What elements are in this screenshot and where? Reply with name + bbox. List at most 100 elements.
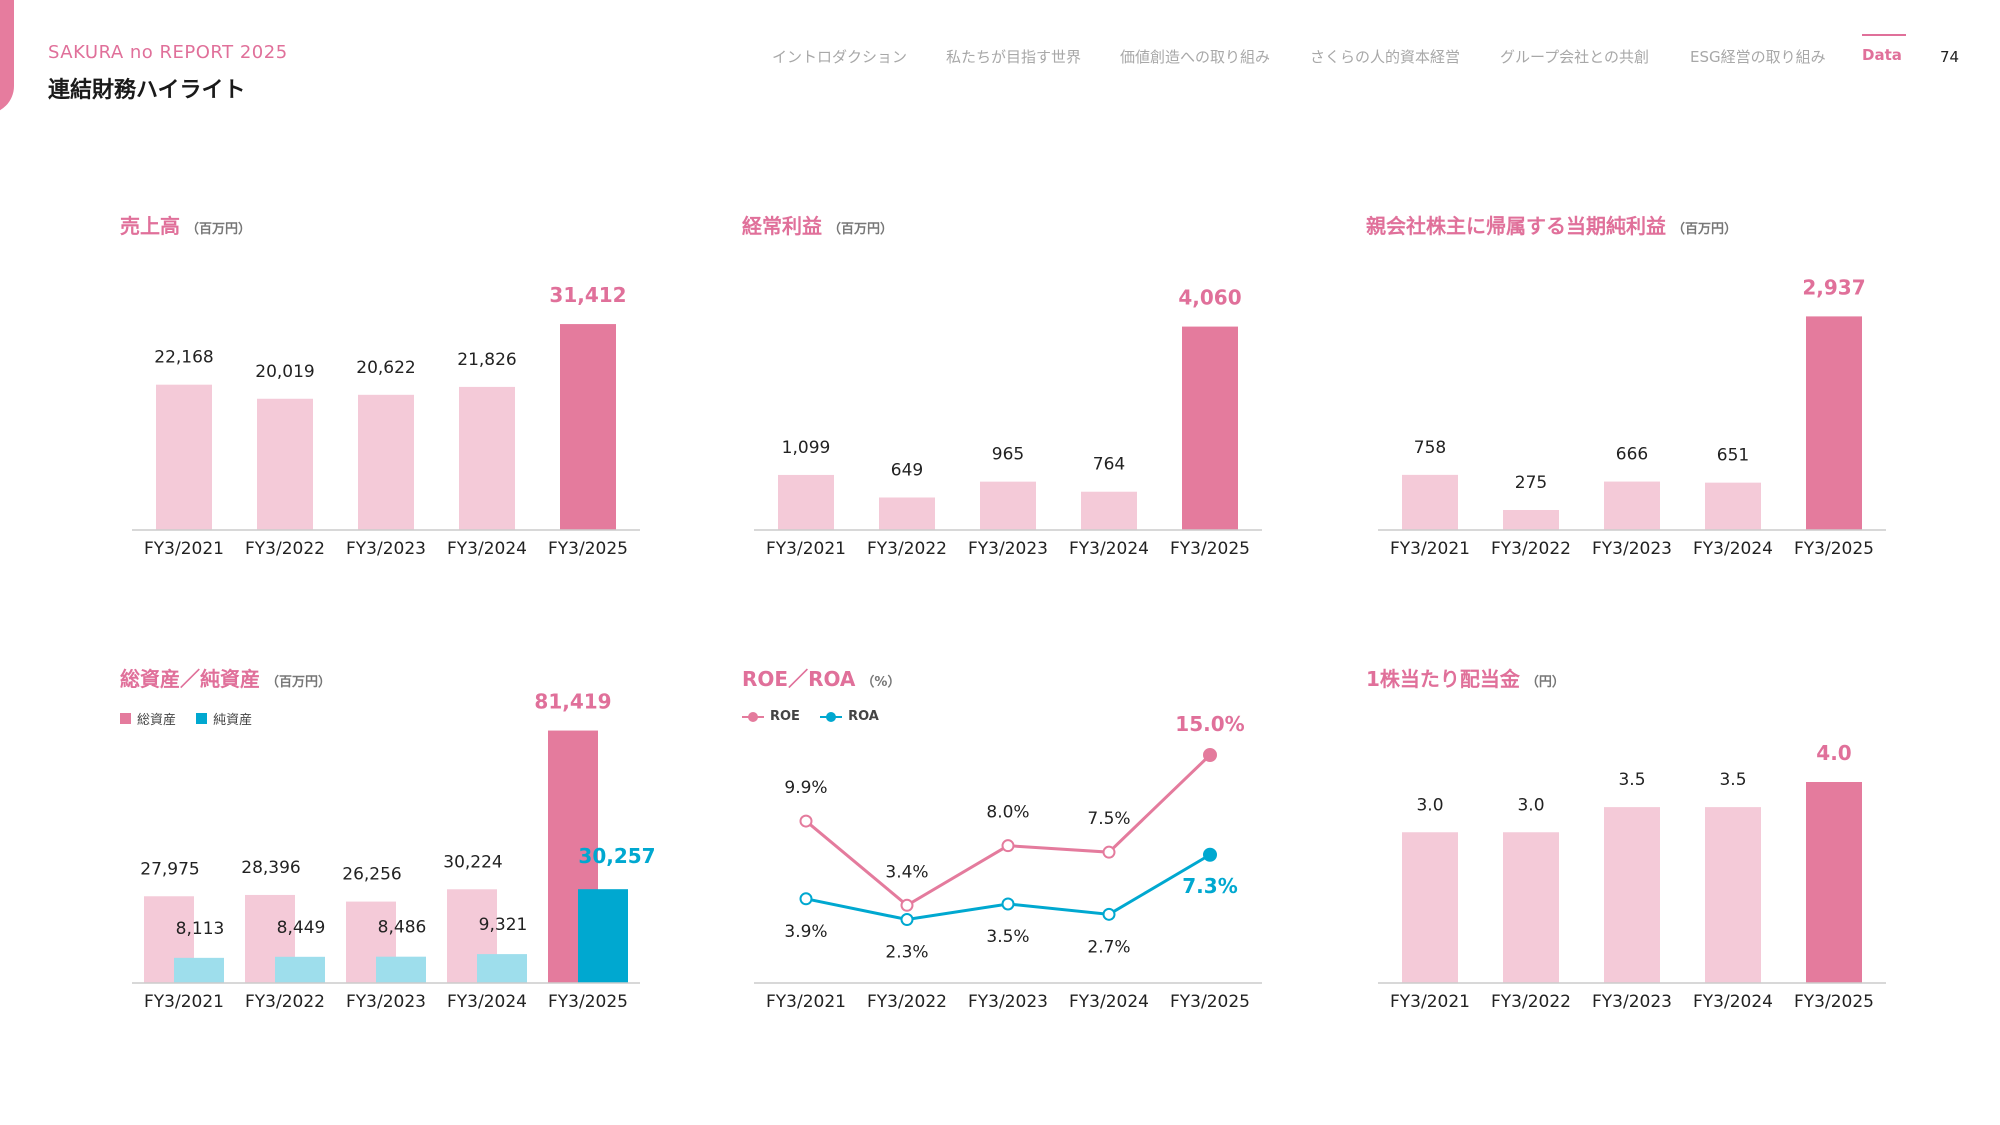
dividend-tick-label: FY3/2025: [1794, 992, 1874, 1012]
legend-label-roa: ROA: [848, 709, 879, 724]
assets-tick-label: FY3/2021: [144, 992, 224, 1012]
net-income-data-label: 758: [1414, 438, 1446, 458]
legend-line-roa: [820, 711, 843, 722]
roe-roa-chart-svg: FY3/2021 FY3/2022 FY3/2023 FY3/2024 FY3/2025…: [754, 712, 1262, 1012]
ordinary-profit-tick-label: FY3/2021: [766, 539, 846, 559]
roa-point: [900, 913, 914, 927]
nav-item-vision[interactable]: 私たちが目指す世界: [946, 48, 1082, 66]
nav-item-esg[interactable]: ESG経営の取り組み: [1690, 48, 1826, 66]
roe-roa-tick-label: FY3/2023: [968, 992, 1048, 1012]
dividend-chart-svg: 3.0 3.0 3.5 3.5 4.0 FY3/2021 FY3/2022 FY3/2023 F…: [1378, 741, 1886, 1012]
ordinary-profit-data-label: 764: [1093, 455, 1125, 475]
net-income-bar: [1705, 482, 1761, 530]
ordinary-profit-data-label: 649: [891, 460, 923, 480]
sales-tick-label: FY3/2023: [346, 539, 426, 559]
dividend-bar: [1806, 782, 1862, 983]
ordinary-profit-chart-title: 経常利益 （百万円）: [742, 210, 893, 239]
net-income-data-label: 2,937: [1802, 275, 1865, 299]
net-income-chart-title: 親会社株主に帰属する当期純利益 （百万円）: [1366, 210, 1737, 239]
corner-accent-tab: [0, 0, 14, 114]
ordinary-profit-bar: [1182, 326, 1238, 530]
sales-tick-label: FY3/2021: [144, 539, 224, 559]
net-income-tick-label: FY3/2025: [1794, 539, 1874, 559]
roe-point: [1102, 845, 1116, 859]
dividend-bar: [1503, 832, 1559, 983]
legend-label-total-assets: 総資産: [137, 713, 177, 728]
roa-data-label: 2.3%: [885, 943, 928, 963]
roe-roa-chart-title: ROE／ROA （%）: [742, 663, 900, 692]
net-assets-bar: [275, 956, 325, 983]
legend-label-net-assets: 純資産: [213, 713, 253, 728]
sales-data-label: 31,412: [549, 283, 626, 307]
sales-data-label: 20,019: [255, 362, 314, 382]
roe-roa-title-text: ROE／ROA: [742, 667, 856, 691]
total-assets-data-label: 28,396: [241, 858, 300, 878]
net-income-tick-label: FY3/2023: [1592, 539, 1672, 559]
net-income-bar: [1402, 474, 1458, 530]
page-title: 連結財務ハイライト: [48, 78, 246, 103]
nav-item-introduction[interactable]: イントロダクション: [772, 48, 908, 66]
assets-chart-title: 総資産／純資産 （百万円）: [120, 663, 331, 692]
sales-tick-label: FY3/2025: [548, 539, 628, 559]
dividend-unit: （円）: [1525, 675, 1565, 690]
roe-series-line: [805, 753, 1212, 908]
net-assets-data-label: 8,449: [277, 918, 326, 938]
net-assets-data-label: 30,257: [578, 844, 655, 868]
ordinary-profit-title-text: 経常利益: [742, 214, 822, 238]
sales-bar: [560, 324, 616, 530]
dividend-tick-label: FY3/2021: [1390, 992, 1470, 1012]
nav-item-human-capital[interactable]: さくらの人的資本経営: [1310, 48, 1461, 66]
roe-roa-tick-label: FY3/2021: [766, 992, 846, 1012]
net-assets-data-label: 8,113: [176, 919, 225, 939]
dividend-data-label: 4.0: [1816, 741, 1851, 765]
roe-point: [900, 898, 914, 912]
sales-bar: [156, 384, 212, 530]
ordinary-profit-tick-label: FY3/2023: [968, 539, 1048, 559]
roe-data-label: 7.5%: [1087, 809, 1130, 829]
sales-unit: （百万円）: [186, 222, 252, 237]
sales-chart-svg: 22,168 20,019 20,622 21,826 31,412 FY3/2021 FY…: [132, 283, 640, 559]
total-assets-data-label: 27,975: [140, 859, 199, 879]
ordinary-profit-tick-label: FY3/2022: [867, 539, 947, 559]
net-assets-data-label: 8,486: [378, 918, 427, 938]
net-income-tick-label: FY3/2021: [1390, 539, 1470, 559]
dividend-chart: 1株当たり配当金 （円） 3.0 3.0 3.5 3.5 4.0 FY3/2021 FY3/2…: [1366, 663, 1926, 1083]
net-income-data-label: 666: [1616, 445, 1648, 465]
nav-item-data[interactable]: Data: [1862, 34, 1906, 64]
nav-item-group-companies[interactable]: グループ会社との共創: [1500, 48, 1649, 66]
nav-item-value-creation[interactable]: 価値創造への取り組み: [1120, 48, 1271, 66]
ordinary-profit-data-label: 965: [992, 445, 1024, 465]
sales-bar: [358, 394, 414, 530]
dividend-chart-title: 1株当たり配当金 （円）: [1366, 663, 1565, 692]
ordinary-profit-tick-label: FY3/2025: [1170, 539, 1250, 559]
ordinary-profit-data-label: 1,099: [782, 438, 831, 458]
sales-data-label: 21,826: [457, 350, 516, 370]
net-assets-bar: [477, 954, 527, 983]
dividend-bar: [1402, 832, 1458, 983]
dividend-data-label: 3.5: [1618, 770, 1645, 790]
roe-data-label: 9.9%: [784, 778, 827, 798]
assets-tick-label: FY3/2024: [447, 992, 527, 1012]
roa-data-label: 2.7%: [1087, 937, 1130, 957]
sales-data-label: 20,622: [356, 358, 415, 378]
net-assets-bar: [376, 956, 426, 983]
net-income-unit: （百万円）: [1672, 222, 1738, 237]
assets-tick-label: FY3/2022: [245, 992, 325, 1012]
net-income-data-label: 651: [1717, 446, 1749, 466]
assets-tick-label: FY3/2025: [548, 992, 628, 1012]
sales-bar: [459, 386, 515, 530]
assets-unit: （百万円）: [266, 675, 332, 690]
roe-point: [1203, 748, 1217, 762]
roe-point: [1001, 839, 1015, 853]
total-assets-data-label: 30,224: [443, 852, 502, 872]
total-assets-data-label: 81,419: [534, 690, 611, 714]
assets-title-text: 総資産／純資産: [120, 667, 260, 691]
net-income-tick-label: FY3/2022: [1491, 539, 1571, 559]
legend-label-roe: ROE: [770, 709, 800, 724]
net-income-chart: 親会社株主に帰属する当期純利益 （百万円） 758 275 666 651 2,937 FY…: [1366, 210, 1926, 630]
net-income-data-label: 275: [1515, 473, 1547, 493]
net-income-tick-label: FY3/2024: [1693, 539, 1773, 559]
roa-point: [1001, 897, 1015, 911]
net-assets-data-label: 9,321: [479, 915, 528, 935]
legend-swatch-net-assets: [196, 713, 208, 724]
